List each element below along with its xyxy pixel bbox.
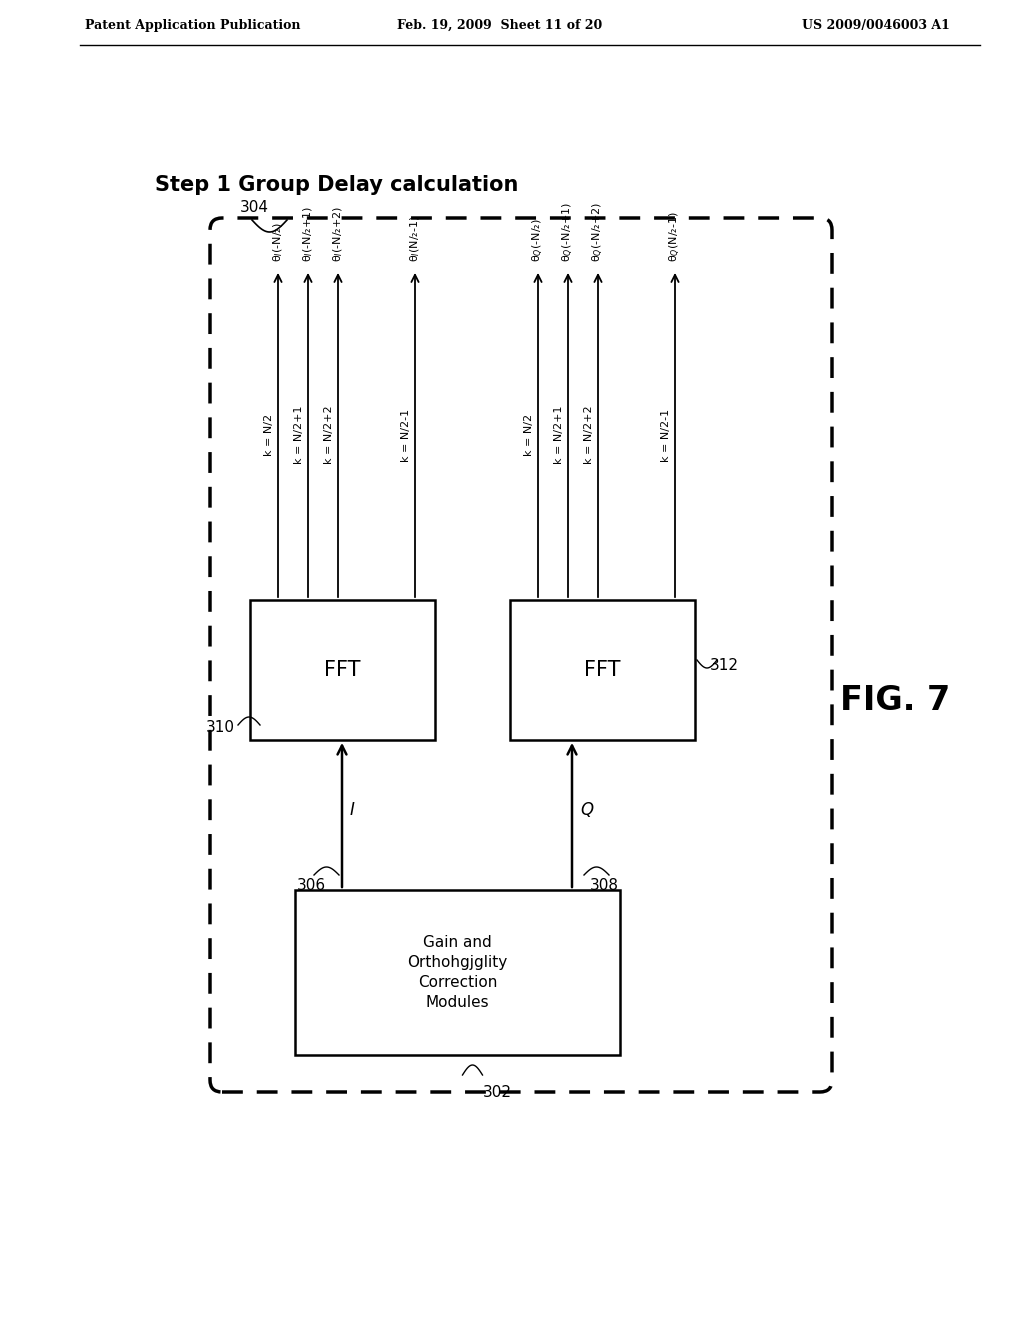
Text: 302: 302 [482, 1085, 512, 1100]
Text: k = N/2+2: k = N/2+2 [324, 405, 334, 465]
Text: θ$_Q$(-N/₂): θ$_Q$(-N/₂) [530, 218, 546, 261]
Text: k = N/2: k = N/2 [264, 414, 274, 457]
Text: FIG. 7: FIG. 7 [840, 684, 950, 717]
Text: k = N/2+2: k = N/2+2 [584, 405, 594, 465]
Text: θ$_Q$(-N/₂+2): θ$_Q$(-N/₂+2) [591, 202, 605, 261]
Text: θ$_I$(-N/₂+1): θ$_I$(-N/₂+1) [301, 206, 314, 261]
Text: Feb. 19, 2009  Sheet 11 of 20: Feb. 19, 2009 Sheet 11 of 20 [397, 18, 603, 32]
Text: θ$_I$(-N/₂): θ$_I$(-N/₂) [271, 222, 285, 261]
Text: k = N/2-1: k = N/2-1 [401, 408, 411, 462]
Text: Gain and
Orthohgjglity
Correction
Modules: Gain and Orthohgjglity Correction Module… [408, 936, 508, 1010]
FancyBboxPatch shape [250, 601, 435, 741]
Text: θ$_Q$(-N/₂+1): θ$_Q$(-N/₂+1) [560, 202, 575, 261]
Text: FFT: FFT [585, 660, 621, 680]
Text: Step 1 Group Delay calculation: Step 1 Group Delay calculation [155, 176, 518, 195]
Text: 306: 306 [297, 878, 326, 892]
Text: Patent Application Publication: Patent Application Publication [85, 18, 300, 32]
Text: k = N/2+1: k = N/2+1 [554, 405, 564, 465]
FancyBboxPatch shape [510, 601, 695, 741]
Text: k = N/2: k = N/2 [524, 414, 534, 457]
Text: US 2009/0046003 A1: US 2009/0046003 A1 [802, 18, 950, 32]
FancyBboxPatch shape [295, 890, 620, 1055]
Text: 310: 310 [206, 719, 234, 735]
Text: θ$_I$(N/₂-1): θ$_I$(N/₂-1) [409, 215, 422, 261]
Text: k = N/2-1: k = N/2-1 [662, 408, 671, 462]
Text: θ$_I$(-N/₂+2): θ$_I$(-N/₂+2) [331, 206, 345, 261]
Text: FFT: FFT [325, 660, 360, 680]
Text: 312: 312 [710, 657, 739, 672]
Text: I: I [350, 801, 355, 818]
Text: Q: Q [580, 801, 593, 818]
Text: k = N/2+1: k = N/2+1 [294, 405, 304, 465]
FancyBboxPatch shape [210, 218, 831, 1092]
Text: 308: 308 [590, 878, 618, 892]
Text: 304: 304 [240, 201, 269, 215]
Text: θ$_Q$(N/₂-1): θ$_Q$(N/₂-1) [668, 211, 683, 261]
